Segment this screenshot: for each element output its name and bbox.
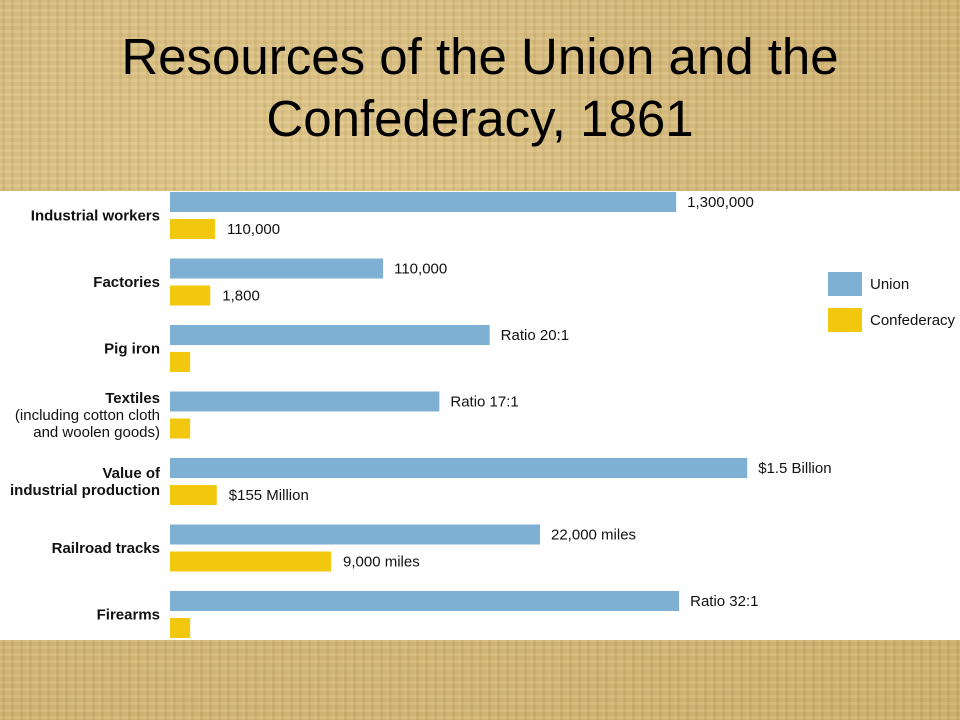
category-label-5: Railroad tracks [52,540,160,557]
legend-swatch-confederacy [828,308,862,332]
category-label-6: Firearms [97,607,160,624]
union-value-label-1: 110,000 [394,261,447,278]
confederacy-bar-3 [170,418,191,439]
union-bar-1 [170,258,384,279]
confederacy-value-label-5: 9,000 miles [343,554,420,571]
confederacy-bar-4 [170,485,217,505]
union-value-label-5: 22,000 miles [551,527,636,544]
legend-swatch-union [828,272,862,296]
confederacy-bar-5 [170,551,332,572]
union-value-label-0: 1,300,000 [687,194,754,211]
category-label-0: Industrial workers [31,208,160,225]
confederacy-bar-6 [170,618,191,638]
union-bar-3 [170,391,440,412]
chart-panel: 1,300,000 110,000 Industrial workers 110,00… [0,191,960,640]
union-value-label-6: Ratio 32:1 [690,593,758,610]
legend-label-confederacy: Confederacy [870,312,956,329]
category-label-2: Pig iron [104,341,160,358]
confederacy-bar-2 [170,352,191,372]
page-title: Resources of the Union and the Confedera… [121,28,839,147]
confederacy-value-label-4: $155 Million [229,487,309,504]
confederacy-value-label-1: 1,800 [222,288,260,305]
confederacy-bar-1 [170,285,211,306]
union-bar-4 [170,458,748,478]
union-bar-2 [170,325,490,345]
confederacy-bar-0 [170,219,215,239]
union-value-label-2: Ratio 20:1 [501,327,569,344]
union-bar-6 [170,591,680,611]
legend-label-union: Union [870,276,909,293]
category-label-4: Value of industrial production [10,465,161,499]
category-label-3: Textiles (including cotton cloth and woole… [15,390,160,441]
union-bar-5 [170,524,540,545]
resources-bar-chart: 1,300,000 110,000 Industrial workers 110,00… [10,192,956,638]
union-bar-0 [170,192,677,212]
category-label-1: Factories [93,274,160,291]
confederacy-value-label-0: 110,000 [227,221,280,238]
union-value-label-3: Ratio 17:1 [450,394,518,411]
union-value-label-4: $1.5 Billion [758,460,831,477]
